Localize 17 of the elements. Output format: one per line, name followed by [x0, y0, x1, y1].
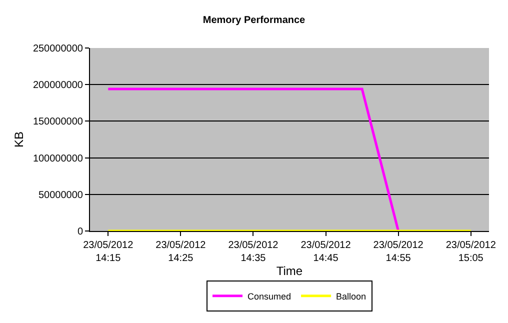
x-tick-label: 23/05/2012 14:35	[228, 240, 279, 264]
y-axis-title: KB	[12, 131, 26, 148]
legend-label: Balloon	[336, 291, 366, 302]
x-tick-label: 23/05/2012 15:05	[446, 240, 496, 264]
x-axis-title: Time	[276, 264, 303, 278]
y-tick-label: 250000000	[32, 44, 84, 54]
x-tick-label: 23/05/2012 14:25	[156, 240, 206, 264]
y-tick-label: 200000000	[32, 80, 84, 92]
chart-title: Memory Performance	[202, 15, 306, 26]
y-tick-label: 50000000	[38, 190, 84, 201]
y-tick-label: 100000000	[32, 153, 84, 164]
legend-label: Consumed	[248, 291, 292, 302]
x-tick-label: 23/05/2012 14:55	[373, 240, 424, 264]
x-tick-label: 23/05/2012 14:45	[300, 240, 352, 264]
y-tick-label: 150000000	[32, 116, 84, 128]
x-tick-label: 23/05/2012 14:15	[83, 240, 134, 264]
y-tick-label: 0	[77, 226, 84, 238]
